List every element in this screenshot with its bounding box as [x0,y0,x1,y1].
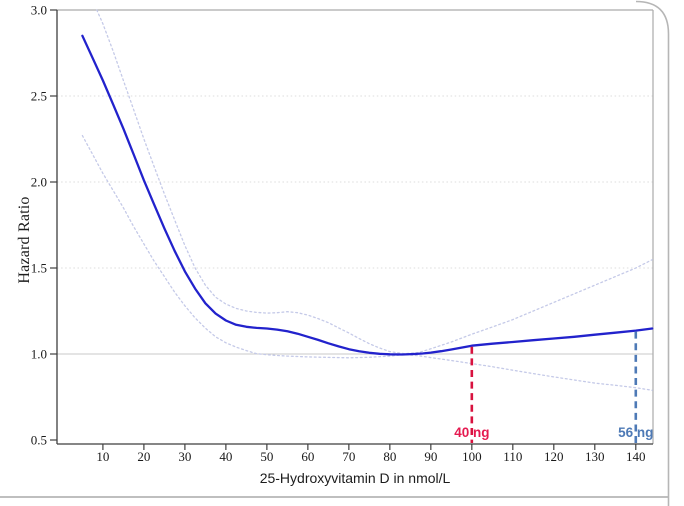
x-tick-label: 20 [137,449,150,464]
x-tick-label: 40 [219,449,232,464]
threshold-label-56-ng: 56 ng [618,425,653,440]
x-tick-label: 50 [260,449,273,464]
x-axis-title: 25-Hydroxyvitamin D in nmol/L [259,470,451,486]
x-tick-label: 140 [626,449,646,464]
x-tick-label: 60 [301,449,314,464]
card-border [635,0,670,506]
x-tick-label: 100 [462,449,482,464]
x-tick-label: 110 [503,449,522,464]
y-axis-title: Hazard Ratio [16,196,33,284]
x-tick-label: 10 [96,449,109,464]
y-tick-label: 1.0 [31,347,47,362]
series-upper-95ci [96,9,653,355]
x-tick-label: 130 [585,449,605,464]
y-tick-label: 2.5 [31,89,47,104]
x-tick-label: 30 [178,449,191,464]
threshold-label-40-ng: 40 ng [454,425,489,440]
x-tick-label: 120 [544,449,564,464]
y-tick-label: 2.0 [31,175,47,190]
series-hazard-ratio [81,34,654,356]
series-lower-95ci [81,134,653,391]
y-tick-label: 3.0 [31,3,47,18]
x-tick-label: 70 [342,449,355,464]
y-tick-label: 0.5 [31,433,47,448]
y-tick-label: 1.5 [31,261,47,276]
x-tick-label: 90 [424,449,437,464]
x-tick-label: 80 [383,449,396,464]
